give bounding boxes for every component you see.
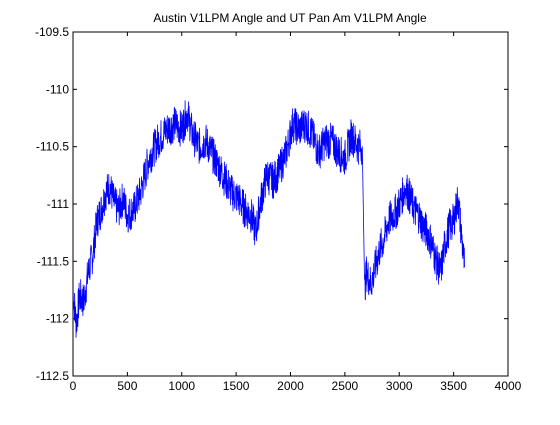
y-tick-label: -111 <box>47 197 70 211</box>
y-tick-label: -110.5 <box>36 140 69 154</box>
x-tick-label: 0 <box>70 379 77 393</box>
tick-labels: 0 500 1000 1500 2000 2500 3000 3500 4000 -109.5 -1… <box>35 25 522 393</box>
x-tick-label: 4000 <box>495 379 522 393</box>
plot-area <box>72 31 509 377</box>
y-tick-label: -112 <box>46 312 69 326</box>
x-tick-label: 1500 <box>223 379 250 393</box>
axis-ticks <box>72 31 509 377</box>
y-tick-label: -110 <box>46 82 69 96</box>
x-tick-label: 2000 <box>277 379 304 393</box>
y-tick-label: -109.5 <box>35 25 69 39</box>
x-tick-label: 500 <box>117 379 137 393</box>
x-tick-label: 3000 <box>386 379 413 393</box>
chart-title: Austin V1LPM Angle and UT Pan Am V1LPM A… <box>153 11 427 25</box>
series-line <box>72 100 465 338</box>
x-tick-label: 2500 <box>332 379 359 393</box>
series-group <box>72 100 465 338</box>
x-tick-label: 3500 <box>440 379 467 393</box>
y-tick-label: -111.5 <box>37 254 70 268</box>
y-tick-label: -112.5 <box>36 369 69 383</box>
x-tick-label: 1000 <box>168 379 195 393</box>
